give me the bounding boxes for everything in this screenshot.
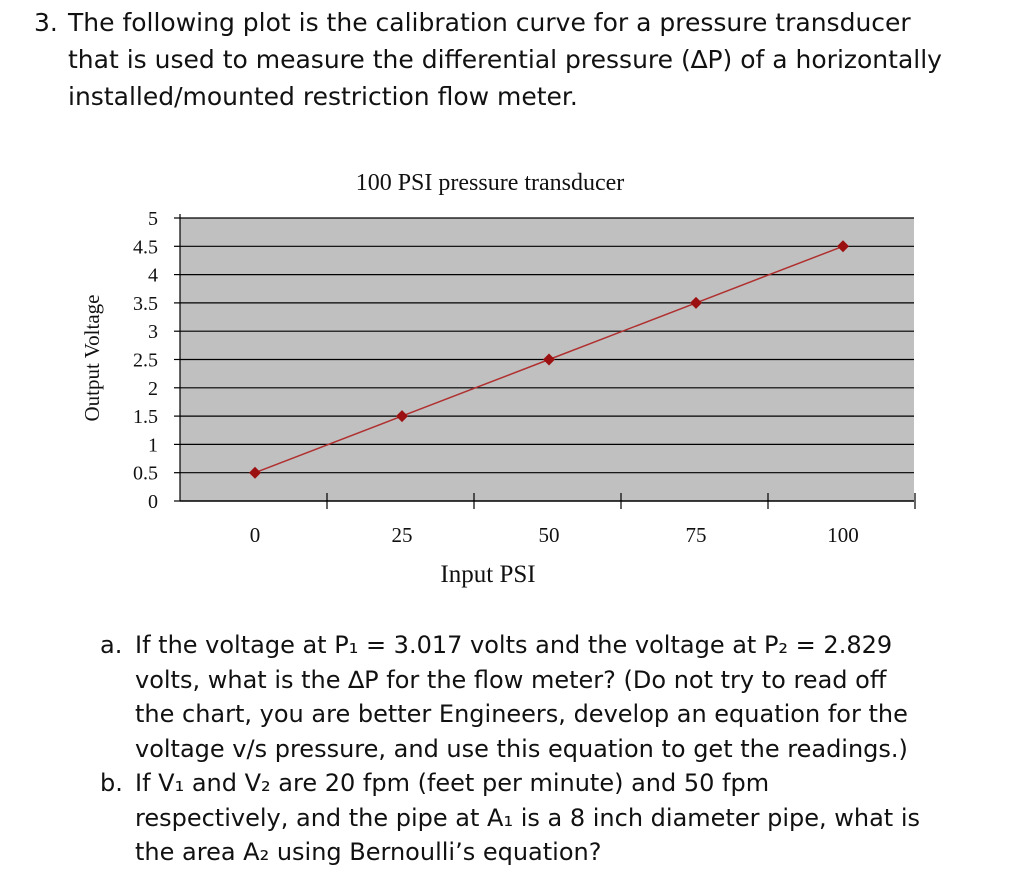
y-tick-labels: 0 0.5 1 1.5 2 2.5 3 3.5 4 4.5 5 (133, 208, 158, 513)
question-line: The following plot is the calibration cu… (68, 8, 911, 37)
y-tick-label: 0 (148, 491, 158, 513)
part-line: respectively, and the pipe at A₁ is a 8 … (135, 803, 921, 832)
question-line: that is used to measure the differential… (68, 45, 942, 74)
gridlines (180, 217, 914, 474)
question-text: The following plot is the calibration cu… (68, 4, 994, 115)
y-tick-label: 1 (148, 434, 158, 456)
data-point (543, 353, 555, 366)
data-point (690, 296, 702, 309)
part-a: a. If the voltage at P₁ = 3.017 volts an… (100, 628, 1000, 766)
x-tick-label: 50 (539, 523, 560, 547)
part-line: the area A₂ using Bernoulli’s equation? (135, 838, 602, 866)
part-b: b. If V₁ and V₂ are 20 fpm (feet per min… (100, 766, 1000, 870)
y-tick-label: 5 (148, 208, 158, 230)
calibration-chart: 100 PSI pressure transducer 0 0.5 1 1.5 2 2.5… (60, 160, 960, 600)
part-line: voltage v/s pressure, and use this equat… (135, 734, 908, 763)
x-tick-label: 75 (686, 523, 707, 547)
data-point (396, 410, 408, 423)
y-tick-label: 2.5 (133, 350, 158, 372)
part-letter: a. (100, 631, 123, 659)
part-line: If V₁ and V₂ are 20 fpm (feet per minute… (135, 769, 770, 797)
part-line: the chart, you are better Engineers, dev… (135, 700, 908, 728)
y-tick-label: 4.5 (133, 236, 158, 258)
data-point (837, 240, 849, 253)
x-tick-label: 100 (827, 523, 859, 547)
question-3: 3. The following plot is the calibration… (34, 4, 994, 115)
part-line: volts, what is the ∆P for the flow meter… (135, 665, 887, 694)
y-tick-label: 4 (148, 265, 158, 287)
series-group (249, 240, 849, 479)
question-parts: a. If the voltage at P₁ = 3.017 volts an… (100, 628, 1000, 870)
y-tick-label: 3 (148, 321, 158, 343)
part-letter: b. (100, 769, 123, 797)
x-tick-labels: 0 25 50 75 100 (250, 523, 859, 547)
y-axis-label: Output Voltage (80, 295, 104, 422)
y-tick-label: 0.5 (133, 463, 158, 485)
x-tick-label: 0 (250, 523, 261, 547)
part-line: If the voltage at P₁ = 3.017 volts and t… (135, 631, 893, 659)
question-line: installed/mounted restriction flow meter… (68, 82, 578, 111)
y-tick-label: 1.5 (133, 406, 158, 428)
data-point (249, 466, 261, 479)
chart-svg: 100 PSI pressure transducer 0 0.5 1 1.5 2 2.5… (80, 170, 916, 588)
question-number: 3. (34, 8, 58, 37)
x-axis-label: Input PSI (440, 561, 535, 588)
y-tick-label: 3.5 (133, 293, 158, 315)
x-tick-label: 25 (392, 523, 413, 547)
chart-title: 100 PSI pressure transducer (356, 170, 625, 196)
y-tick-label: 2 (148, 378, 158, 400)
axes (174, 214, 916, 509)
